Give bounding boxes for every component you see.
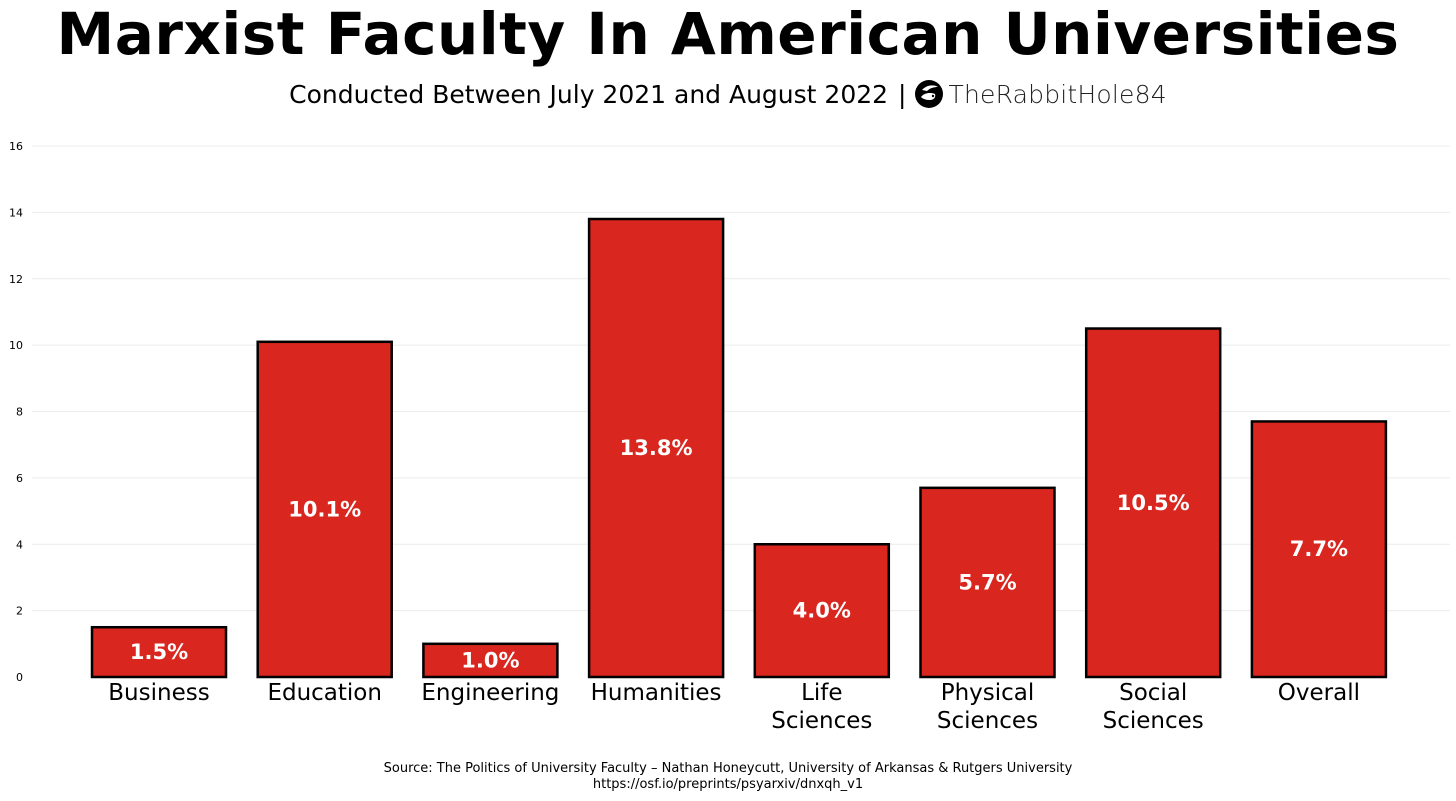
bar-value-label: 10.1% [288,497,361,521]
bar [1250,420,1388,679]
bar [919,486,1056,679]
bar-value-label: 1.0% [461,648,519,672]
source-line: Source: The Politics of University Facul… [383,761,1073,776]
x-tick-label: Life [801,680,842,706]
x-tick-label: Overall [1278,680,1360,706]
chart-title: Marxist Faculty In American Universities [56,0,1400,68]
subtitle-row: Conducted Between July 2021 and August 2… [0,74,1456,114]
bar-value-label: 1.5% [130,640,188,664]
y-tick-label: 0 [16,671,23,684]
bar [587,217,725,679]
bar [422,642,559,679]
bar-value-label: 10.5% [1117,491,1190,515]
x-tick-label: Engineering [421,680,559,706]
bar [1084,327,1222,679]
bar-value-label: 4.0% [793,599,851,623]
x-tick-label: Sciences [937,708,1038,734]
y-tick-label: 14 [9,206,23,219]
x-tick-label: Sciences [1103,708,1204,734]
bar-value-label: 7.7% [1290,537,1348,561]
y-tick-label: 2 [16,605,23,618]
y-tick-label: 10 [9,339,23,352]
brand-name: TheRabbitHole84 [948,79,1167,109]
x-tick-label: Humanities [591,680,722,706]
rabbit-logo-icon [915,80,944,108]
bar [753,543,891,679]
bar [256,340,393,679]
y-tick-label: 12 [9,273,23,286]
y-tick-label: 16 [9,140,23,153]
x-tick-label: Business [108,680,209,706]
y-tick-label: 4 [16,538,23,551]
y-tick-label: 6 [16,472,23,485]
source-note: Source: The Politics of University Facul… [0,761,1456,793]
x-tick-label: Sciences [771,708,872,734]
y-tick-label: 8 [16,406,23,419]
x-tick-label: Physical [941,680,1035,706]
bar-value-label: 5.7% [958,570,1016,594]
bar [90,625,228,679]
bar-value-label: 13.8% [620,436,693,460]
x-tick-label: Education [267,680,382,706]
chart-subtitle: Conducted Between July 2021 and August 2… [289,79,889,109]
x-tick-label: Social [1119,680,1187,706]
source-url: https://osf.io/preprints/psyarxiv/dnxqh_… [592,777,864,792]
subtitle-separator: | [898,79,907,109]
